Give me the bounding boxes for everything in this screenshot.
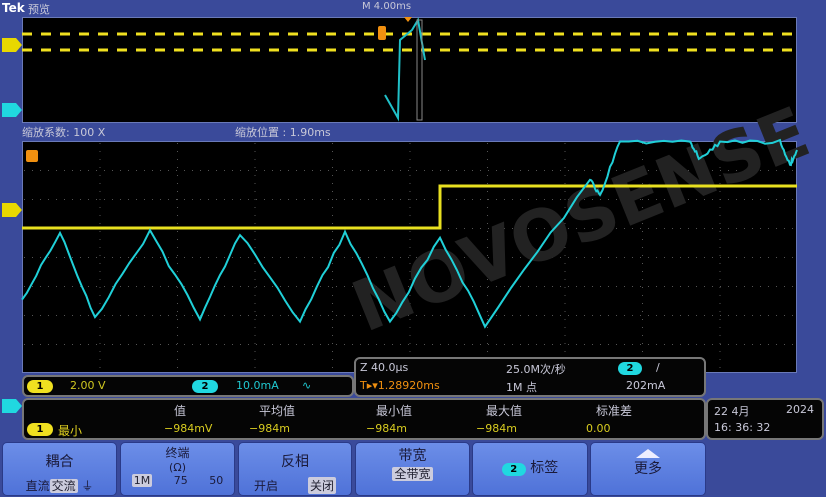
meas-header: 最大值	[486, 402, 522, 419]
measurement-panel: 1 最小 值 −984mV 平均值 −984m 最小值 −984m 最大值 −984m 标准差 0…	[22, 398, 706, 440]
ch1-badge[interactable]: 1	[27, 380, 53, 393]
meas-value: 0.00	[586, 422, 611, 435]
ch2-scale[interactable]: 10.0mA	[236, 379, 279, 392]
trigger-marker-overview	[378, 26, 386, 40]
meas-header: 平均值	[259, 402, 295, 419]
meas-value: −984m	[249, 422, 290, 435]
label-title: 标签	[530, 460, 558, 476]
trigger-position: T▸▾1.28920ms	[360, 379, 440, 392]
ch1-marker-overview	[2, 38, 22, 52]
coupling-button[interactable]: 耦合 直流 交流 ⏚	[2, 442, 117, 496]
term-1m[interactable]: 1M	[132, 474, 153, 487]
meas-value: −984m	[366, 422, 407, 435]
termination-title: 终端	[121, 444, 234, 461]
ch2-coupling-icon: ∿	[302, 379, 311, 392]
ch2-badge[interactable]: 2	[192, 380, 218, 393]
coupling-title: 耦合	[3, 451, 116, 471]
meas-header: 最小值	[376, 402, 412, 419]
meas-header: 标准差	[596, 402, 632, 419]
date: 22 4月	[714, 403, 750, 419]
meas-channel-badge: 1	[27, 423, 53, 436]
chevron-up-icon	[636, 449, 660, 458]
coupling-ac[interactable]: 交流	[50, 479, 78, 493]
termination-unit: (Ω)	[121, 461, 234, 474]
label-button[interactable]: 2 标签	[472, 442, 588, 496]
trigger-level: 202mA	[626, 379, 665, 392]
ch1-marker	[2, 203, 22, 217]
termination-button[interactable]: 终端 (Ω) 1M 75 50	[120, 442, 235, 496]
coupling-dc[interactable]: 直流	[26, 479, 50, 493]
bandwidth-title: 带宽	[356, 445, 469, 465]
year: 2024	[786, 403, 814, 416]
trigger-source-badge: 2	[618, 362, 642, 375]
more-button[interactable]: 更多	[590, 442, 706, 496]
trigger-marker	[26, 150, 38, 162]
more-title: 更多	[591, 458, 705, 478]
meas-type: 最小	[58, 422, 82, 439]
ch1-scale[interactable]: 2.00 V	[70, 379, 106, 392]
bandwidth-button[interactable]: 带宽 全带宽	[355, 442, 470, 496]
acquisition-box: Z 40.0µs T▸▾1.28920ms 25.0M次/秒 1M 点 2 / …	[354, 357, 706, 397]
invert-button[interactable]: 反相 开启 关闭	[238, 442, 352, 496]
invert-on[interactable]: 开启	[254, 477, 278, 494]
ch2-marker-overview	[2, 103, 22, 117]
meas-value: −984mV	[164, 422, 212, 435]
meas-header: 值	[174, 402, 186, 419]
record-length: 1M 点	[506, 379, 537, 395]
invert-off[interactable]: 关闭	[308, 477, 336, 494]
label-channel-badge: 2	[502, 463, 526, 476]
ch2-marker	[2, 399, 22, 413]
datetime-box: 22 4月 2024 16: 36: 32	[706, 398, 824, 440]
watermark: NOVOSENSE	[341, 91, 820, 348]
term-75[interactable]: 75	[174, 474, 188, 487]
term-50[interactable]: 50	[209, 474, 223, 487]
zoom-time: Z 40.0µs	[360, 361, 408, 374]
invert-title: 反相	[239, 451, 351, 471]
bandwidth-value: 全带宽	[392, 467, 432, 481]
coupling-ground-icon[interactable]: ⏚	[81, 479, 93, 493]
channel-scale-bar: 1 2.00 V 2 10.0mA ∿	[22, 375, 354, 397]
time: 16: 36: 32	[714, 421, 770, 434]
meas-value: −984m	[476, 422, 517, 435]
trigger-position-marker	[404, 17, 412, 22]
trigger-slope: /	[656, 361, 660, 374]
sample-rate: 25.0M次/秒	[506, 361, 566, 377]
